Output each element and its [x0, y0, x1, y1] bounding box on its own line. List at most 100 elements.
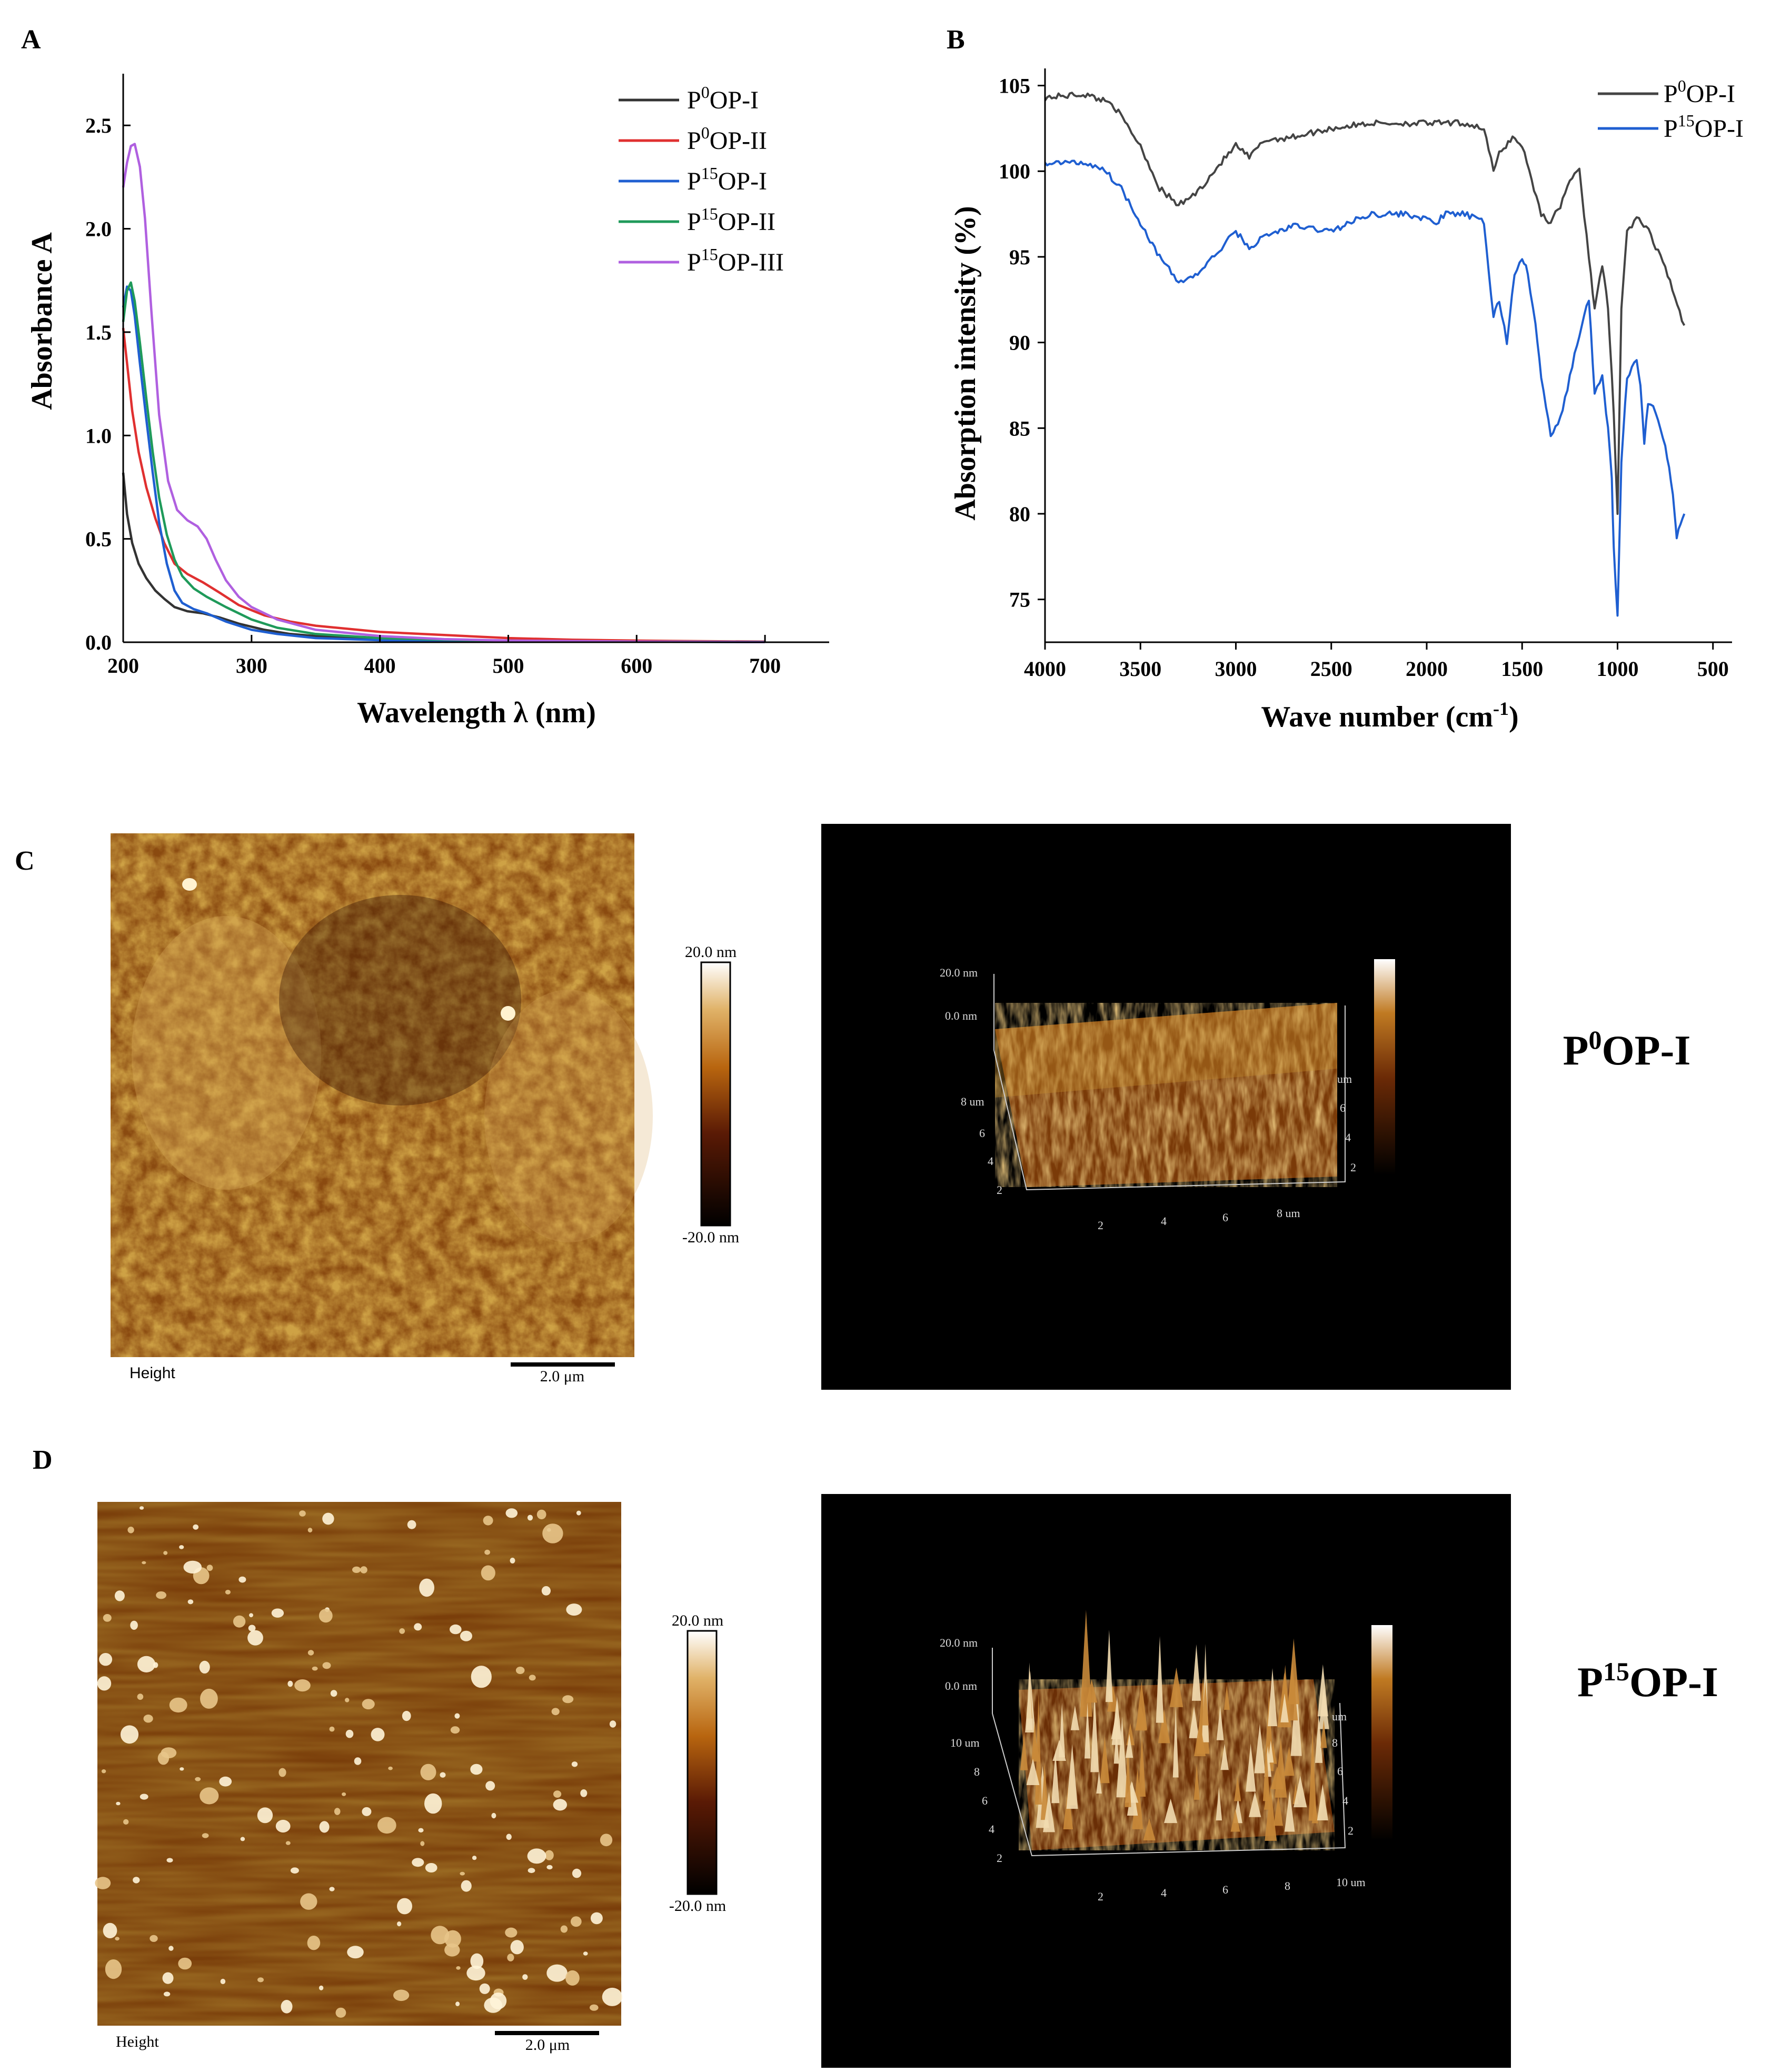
afm-spike [1043, 1791, 1055, 1832]
afm-spike [1096, 1771, 1102, 1794]
afm-particle [397, 1898, 412, 1915]
afm-particle [440, 1772, 446, 1778]
uv-absorbance-chart: 200 300 400 500 600 700 0.0 0.5 1.0 1.5 2.0 2.5 Wav… [26, 74, 829, 729]
series-line-0 [122, 472, 765, 643]
afm-particle [460, 1871, 465, 1876]
afm-particle [161, 1747, 177, 1759]
afm-spike [1216, 1706, 1224, 1740]
afm-spike [1169, 1667, 1183, 1707]
afm-particle [187, 1599, 194, 1605]
afm-particle [565, 1970, 580, 1986]
afm-spike [1090, 1694, 1099, 1772]
afm-spike [1280, 1694, 1289, 1722]
afm-particle [163, 1991, 171, 1997]
afm-spike [1315, 1714, 1323, 1763]
y-axis-tick-label: 2 [997, 1851, 1002, 1865]
afm-spike [1317, 1664, 1328, 1717]
afm-particle [294, 1679, 311, 1692]
legend-label: P15OP-I [1664, 111, 1744, 143]
afm-particle [219, 1776, 232, 1787]
afm-particle [505, 1927, 518, 1938]
afm-particle [300, 1893, 317, 1910]
afm-spike [1156, 1636, 1164, 1723]
afm-spike [1163, 1798, 1178, 1824]
afm-particle [471, 1666, 492, 1688]
y-axis-tick-label: um [1332, 1710, 1347, 1723]
afm-particle [319, 1609, 333, 1623]
y-tick-label: 1.0 [85, 424, 112, 447]
y-axis-tick-label: 8 [974, 1765, 980, 1778]
afm-particle [522, 1974, 528, 1980]
afm-particle [143, 1715, 153, 1723]
x-axis-tick-label: 2 [1098, 1219, 1103, 1232]
afm-particle [162, 1972, 174, 1984]
afm-particle [570, 1916, 582, 1927]
afm-particle [142, 1561, 146, 1565]
sample-label-c: P0OP-I [1563, 1025, 1691, 1074]
afm-particle [103, 1614, 112, 1622]
afm-particle [485, 1781, 495, 1791]
afm-particle [414, 1623, 422, 1631]
afm-particle [179, 1545, 184, 1549]
y-tick-label: 1.5 [85, 321, 112, 344]
afm-spike [1086, 1679, 1098, 1703]
y-axis-tick-label: 2 [1348, 1824, 1354, 1837]
y-tick-label: 75 [1009, 588, 1030, 612]
series-line-2 [122, 285, 765, 643]
afm-particle [290, 1867, 299, 1874]
afm-spike [1265, 1787, 1277, 1841]
afm-particle [399, 1628, 405, 1634]
afm-spike [1308, 1728, 1317, 1821]
y-axis-tick-label: 10 um [950, 1736, 980, 1749]
x-axis-tick-label: 4 [1161, 1886, 1167, 1899]
y-axis-tick-label: 4 [1342, 1794, 1348, 1807]
afm-particle [127, 1527, 134, 1533]
afm-particle [450, 1726, 460, 1734]
sample-label-d: P15OP-I [1577, 1657, 1718, 1706]
afm-particle [319, 1821, 330, 1833]
afm-particle [220, 1978, 226, 1985]
afm-particle [407, 1520, 416, 1529]
y-axis-tick-label: 4 [988, 1154, 993, 1168]
afm-particle [481, 1565, 495, 1581]
x-tick-label: 500 [1697, 657, 1729, 681]
y-axis-tick-label: 2 [997, 1183, 1002, 1197]
afm-particle [600, 1834, 613, 1847]
afm-particle [347, 1946, 364, 1959]
legend: P0OP-I P0OP-II P15OP-I P15OP-II P15OP-III [619, 83, 784, 276]
x-axis-tick-label: 4 [1161, 1214, 1167, 1228]
afm-particle [362, 1807, 372, 1816]
afm-particle [257, 1977, 264, 1983]
afm-particle [454, 1713, 460, 1719]
panel-label-c: C [15, 846, 35, 876]
afm-particle [200, 1787, 219, 1805]
x-tick-label: 700 [749, 654, 781, 678]
z-axis-label: 0.0 nm [945, 1009, 977, 1022]
x-tick-label: 600 [621, 654, 652, 678]
afm-spike [1248, 1791, 1261, 1817]
afm-particle [551, 1708, 560, 1716]
legend-label: P0OP-I [687, 83, 759, 114]
afm-particle [609, 1720, 616, 1728]
afm-particle [566, 1603, 582, 1616]
afm-particle [418, 1828, 424, 1832]
afm-particle [506, 1834, 512, 1840]
afm-spike [1113, 1728, 1119, 1764]
afm-particle [354, 1757, 362, 1765]
afm-particle [505, 1508, 518, 1518]
legend-label: P15OP-II [687, 204, 775, 236]
color-scale-max-label: 20.0 nm [672, 1612, 723, 1629]
z-axis-label: 20.0 nm [940, 1636, 978, 1649]
afm-particle [388, 1766, 393, 1770]
afm-spike [1051, 1751, 1060, 1804]
series-line-0 [1044, 92, 1686, 515]
x-tick-label: 300 [236, 654, 267, 678]
afm-particle [470, 1764, 483, 1775]
afm-2d-image-d [95, 1502, 623, 2026]
y-tick-label: 0.5 [85, 527, 112, 551]
afm-spike [1066, 1744, 1078, 1809]
afm-spike [1052, 1739, 1066, 1761]
afm-particle [137, 1694, 144, 1700]
afm-particle [456, 1966, 461, 1970]
